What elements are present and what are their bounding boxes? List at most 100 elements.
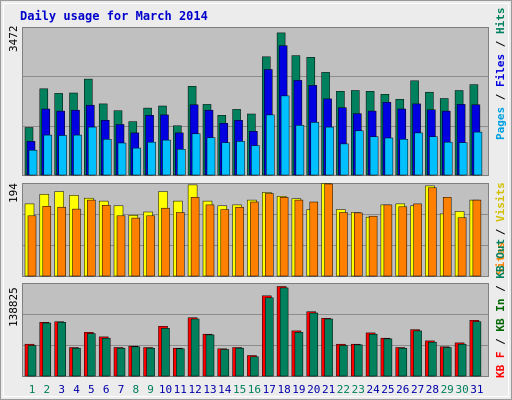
hits-ymax-label: 3472 bbox=[7, 26, 20, 53]
day-label: 24 bbox=[366, 383, 380, 396]
pages-bar bbox=[280, 95, 290, 176]
pages-bar bbox=[28, 149, 38, 176]
kbout-bar bbox=[235, 347, 244, 377]
day-label: 18 bbox=[277, 383, 290, 396]
sites-bar bbox=[428, 187, 437, 277]
day-label: 19 bbox=[292, 383, 305, 396]
day-label: 15 bbox=[233, 383, 246, 396]
pages-bar bbox=[191, 133, 201, 176]
day-label: 16 bbox=[248, 383, 261, 396]
pages-bar bbox=[58, 135, 67, 176]
sites-bar bbox=[383, 204, 393, 277]
pages-bar bbox=[221, 142, 231, 176]
day-label: 25 bbox=[381, 383, 394, 396]
day-label: 8 bbox=[132, 383, 139, 396]
kbout-bar bbox=[383, 338, 393, 377]
pages-bar bbox=[369, 136, 379, 176]
kbout-bar bbox=[27, 345, 37, 377]
kbout-bar bbox=[57, 322, 66, 377]
sites-bar bbox=[72, 208, 81, 277]
kbout-bar bbox=[457, 343, 467, 377]
day-label: 6 bbox=[103, 383, 110, 396]
kbout-bar bbox=[220, 349, 230, 377]
pages-bar bbox=[310, 122, 320, 176]
kbout-bar bbox=[190, 318, 200, 377]
sites-bar bbox=[235, 206, 244, 277]
legend-sites: Sites bbox=[494, 242, 507, 275]
kbout-bar bbox=[116, 347, 126, 377]
pages-bar bbox=[132, 147, 142, 176]
sites-bar bbox=[42, 206, 52, 277]
legend-visits-panel: Sites / Visits bbox=[494, 182, 507, 275]
day-label: 27 bbox=[411, 383, 424, 396]
day-label: 21 bbox=[322, 383, 335, 396]
kbout-bar bbox=[442, 347, 452, 377]
kbout-bar bbox=[428, 341, 437, 377]
sites-bar bbox=[472, 199, 482, 277]
chart-title: Daily usage for March 2014 bbox=[20, 9, 208, 23]
pages-bar bbox=[266, 114, 275, 176]
sites-bar bbox=[339, 212, 348, 277]
kbout-bar bbox=[339, 345, 348, 377]
pages-bar bbox=[206, 137, 216, 176]
kbout-bar bbox=[205, 334, 215, 377]
day-label: 2 bbox=[43, 383, 50, 396]
day-label: 11 bbox=[174, 383, 187, 396]
kbout-bar bbox=[42, 322, 52, 377]
pages-bar bbox=[458, 142, 468, 176]
day-label: 7 bbox=[118, 383, 125, 396]
x-axis-day-labels: 1 2 3 4 5 6 7 8 9 10 11 12 13 14 15 16 17 18 19 20 21 22 23 24 2… bbox=[29, 383, 484, 396]
sites-bar bbox=[442, 197, 452, 277]
pages-bar bbox=[251, 145, 260, 176]
bars-kb bbox=[24, 286, 482, 377]
day-label: 5 bbox=[88, 383, 95, 396]
sites-bar bbox=[87, 199, 96, 277]
kbout-bar bbox=[472, 321, 482, 377]
sites-bar bbox=[250, 201, 259, 277]
kbout-bar bbox=[176, 348, 185, 377]
pages-bar bbox=[429, 136, 438, 176]
pages-bar bbox=[117, 142, 127, 176]
day-label: 28 bbox=[426, 383, 439, 396]
kbout-bar bbox=[101, 337, 111, 377]
sites-bar bbox=[176, 212, 185, 277]
pages-bar bbox=[177, 149, 186, 176]
day-label: 13 bbox=[203, 383, 216, 396]
bars-hits-files-pages bbox=[24, 32, 483, 176]
kbout-bar bbox=[87, 333, 96, 377]
pages-bar bbox=[88, 126, 97, 176]
visits-ymax-label: 194 bbox=[7, 183, 20, 203]
sites-bar bbox=[116, 215, 126, 277]
day-label: 10 bbox=[159, 383, 172, 396]
day-label: 9 bbox=[147, 383, 154, 396]
sites-bar bbox=[57, 206, 66, 277]
kbout-bar bbox=[265, 297, 274, 377]
pages-bar bbox=[325, 126, 334, 176]
bars-visits-sites bbox=[24, 183, 482, 277]
pages-bar bbox=[295, 125, 305, 176]
kbout-bar bbox=[131, 346, 141, 377]
legend-files: Files bbox=[494, 54, 507, 87]
sites-bar bbox=[457, 217, 467, 277]
pages-bar bbox=[236, 141, 245, 176]
day-label: 22 bbox=[337, 383, 350, 396]
day-label: 29 bbox=[441, 383, 454, 396]
sites-bar bbox=[294, 199, 304, 277]
sites-bar bbox=[146, 215, 155, 277]
kbout-bar bbox=[146, 347, 155, 377]
kbout-bar bbox=[72, 347, 81, 377]
sites-bar bbox=[279, 197, 289, 277]
sites-bar bbox=[161, 207, 170, 277]
sites-bar bbox=[101, 205, 111, 277]
sites-bar bbox=[265, 193, 274, 277]
day-label: 14 bbox=[218, 383, 232, 396]
kbout-bar bbox=[294, 332, 304, 377]
day-label: 26 bbox=[396, 383, 409, 396]
legend-hits: Hits bbox=[494, 8, 507, 35]
kbout-bar bbox=[161, 328, 170, 377]
kbout-bar bbox=[398, 347, 408, 377]
legend-pages: Pages bbox=[494, 107, 507, 140]
kbout-bar bbox=[279, 287, 289, 377]
legend-hits-panel: Pages / Files / Hits bbox=[494, 8, 507, 141]
legend-kb-panel: KB F / KB In / KB Out bbox=[494, 239, 507, 378]
